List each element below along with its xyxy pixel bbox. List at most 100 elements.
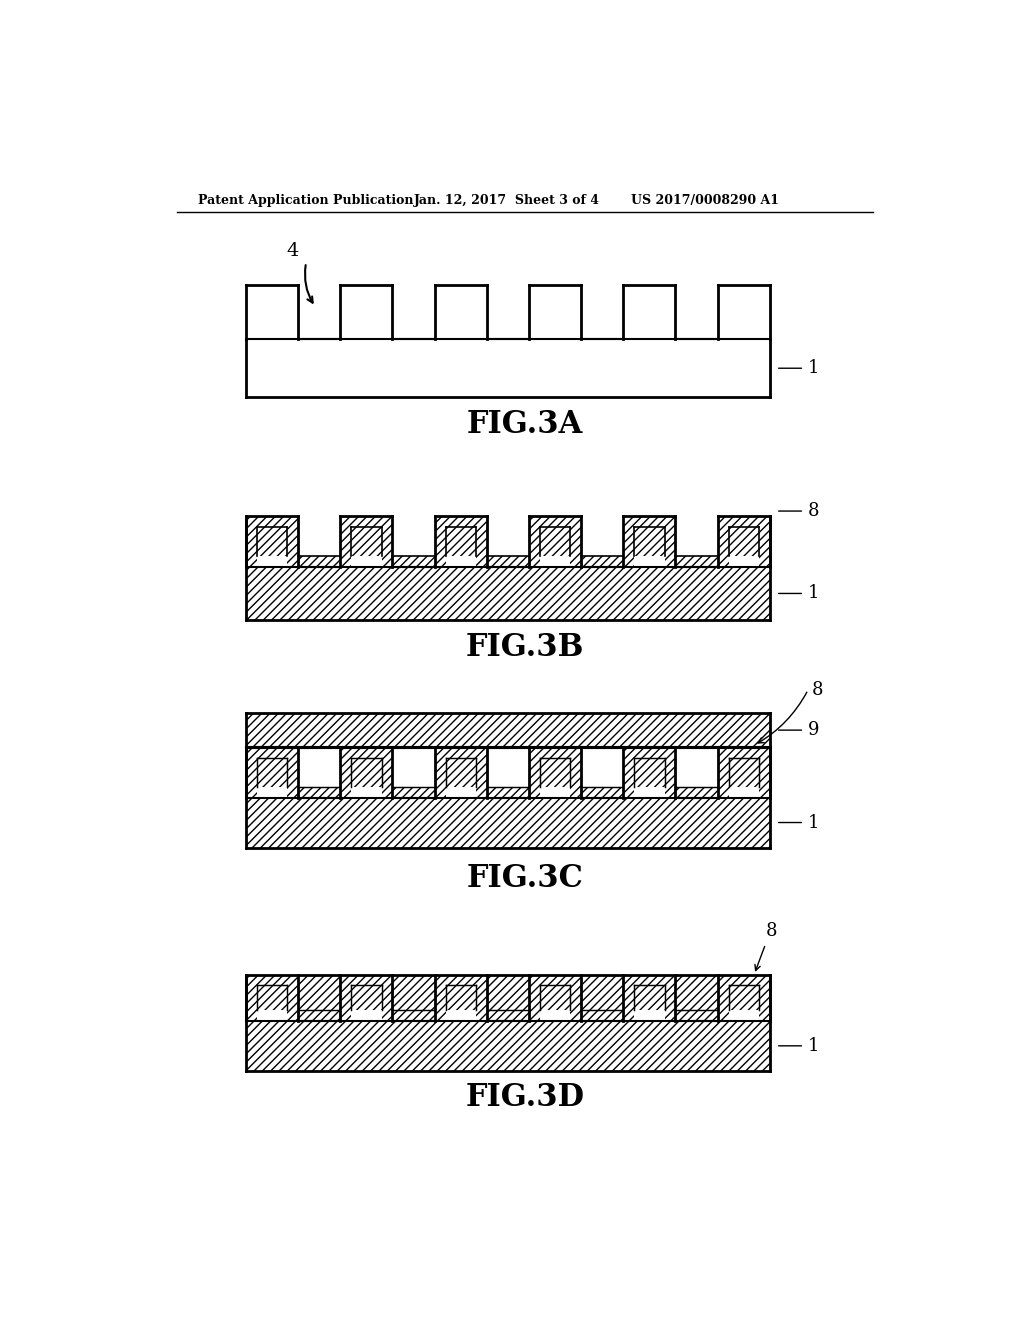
- Bar: [634, 527, 665, 556]
- Bar: [486, 285, 529, 339]
- Text: 1: 1: [808, 359, 819, 378]
- Bar: [529, 974, 581, 985]
- Bar: [540, 758, 570, 787]
- Bar: [435, 527, 445, 566]
- Text: 8: 8: [766, 921, 777, 940]
- Text: 1: 1: [808, 1036, 819, 1055]
- Bar: [570, 974, 581, 1020]
- Bar: [486, 556, 529, 566]
- Bar: [246, 758, 257, 797]
- Bar: [435, 758, 445, 797]
- Bar: [759, 758, 770, 797]
- Bar: [445, 758, 476, 787]
- Text: FIG.3B: FIG.3B: [466, 632, 584, 663]
- Bar: [634, 985, 665, 1010]
- Bar: [529, 758, 540, 797]
- Text: 9: 9: [808, 721, 819, 739]
- Bar: [382, 974, 392, 1020]
- Bar: [624, 758, 634, 797]
- Bar: [340, 527, 351, 566]
- Bar: [246, 566, 770, 620]
- Text: 1: 1: [808, 813, 819, 832]
- Bar: [246, 797, 770, 847]
- Bar: [435, 285, 486, 339]
- Bar: [246, 339, 770, 397]
- Text: 8: 8: [808, 502, 819, 520]
- Bar: [246, 747, 298, 758]
- Bar: [718, 758, 728, 797]
- Bar: [435, 747, 486, 758]
- Bar: [529, 974, 540, 1020]
- Bar: [529, 285, 581, 339]
- Bar: [246, 1020, 770, 1071]
- Bar: [624, 527, 634, 566]
- Bar: [403, 747, 424, 787]
- Text: 8: 8: [812, 681, 823, 698]
- Bar: [686, 747, 707, 787]
- Bar: [298, 556, 340, 566]
- Bar: [581, 974, 624, 1020]
- Bar: [665, 758, 675, 797]
- Bar: [529, 747, 581, 758]
- Bar: [476, 974, 486, 1020]
- Bar: [298, 974, 340, 1020]
- Bar: [403, 516, 424, 556]
- Bar: [445, 527, 476, 556]
- Bar: [246, 974, 298, 985]
- Bar: [498, 747, 518, 787]
- Bar: [392, 285, 435, 339]
- Bar: [540, 985, 570, 1010]
- Bar: [340, 974, 392, 985]
- Bar: [246, 527, 257, 566]
- Bar: [718, 285, 770, 339]
- Bar: [246, 974, 257, 1020]
- Bar: [246, 516, 298, 527]
- Bar: [675, 556, 718, 566]
- Bar: [624, 974, 634, 1020]
- Bar: [759, 527, 770, 566]
- Text: 1: 1: [808, 585, 819, 602]
- Bar: [392, 974, 435, 1020]
- Text: FIG.3C: FIG.3C: [466, 863, 584, 894]
- Bar: [351, 527, 382, 556]
- Bar: [675, 285, 718, 339]
- Bar: [624, 974, 675, 985]
- Text: FIG.3A: FIG.3A: [467, 409, 583, 440]
- Bar: [287, 527, 298, 566]
- Bar: [308, 747, 330, 787]
- Bar: [351, 758, 382, 787]
- Bar: [382, 758, 392, 797]
- Bar: [718, 974, 770, 985]
- Bar: [340, 974, 351, 1020]
- Text: Patent Application Publication: Patent Application Publication: [199, 194, 414, 207]
- Bar: [486, 787, 529, 797]
- Bar: [392, 556, 435, 566]
- Bar: [498, 516, 518, 556]
- Bar: [634, 758, 665, 787]
- Bar: [728, 527, 759, 556]
- Bar: [759, 974, 770, 1020]
- Bar: [665, 974, 675, 1020]
- Bar: [340, 516, 392, 527]
- Bar: [298, 787, 340, 797]
- Bar: [435, 516, 486, 527]
- Bar: [728, 985, 759, 1010]
- Bar: [246, 713, 770, 747]
- Bar: [308, 516, 330, 556]
- Bar: [445, 985, 476, 1010]
- Bar: [718, 527, 728, 566]
- Bar: [570, 527, 581, 566]
- Bar: [257, 527, 287, 556]
- Text: US 2017/0008290 A1: US 2017/0008290 A1: [631, 194, 779, 207]
- Bar: [686, 516, 707, 556]
- Bar: [351, 985, 382, 1010]
- Bar: [624, 285, 675, 339]
- Bar: [570, 758, 581, 797]
- Bar: [392, 787, 435, 797]
- Bar: [592, 747, 612, 787]
- Bar: [476, 527, 486, 566]
- Bar: [592, 516, 612, 556]
- Bar: [675, 787, 718, 797]
- Bar: [435, 974, 445, 1020]
- Bar: [718, 974, 728, 1020]
